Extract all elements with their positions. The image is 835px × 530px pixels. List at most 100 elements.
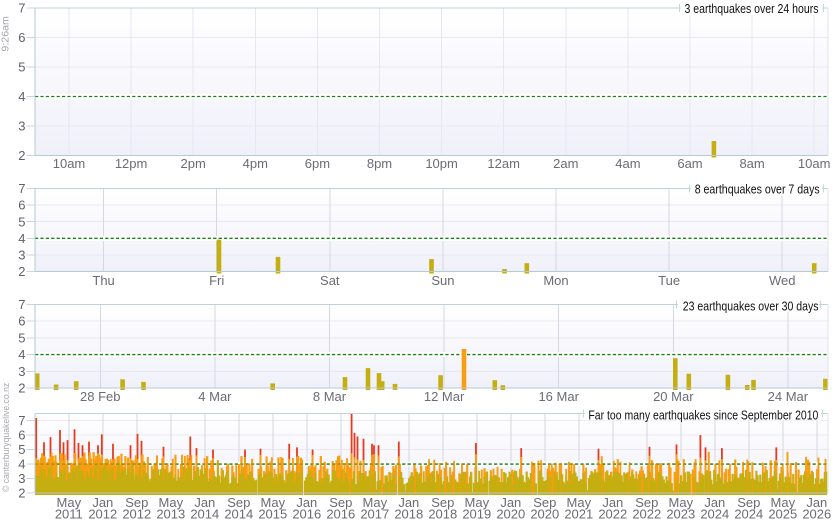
svg-text:8am: 8am xyxy=(739,156,764,171)
svg-text:Sun: Sun xyxy=(431,273,454,288)
svg-text:4pm: 4pm xyxy=(243,156,268,171)
svg-text:2: 2 xyxy=(18,486,25,501)
svg-text:12am: 12am xyxy=(487,156,520,171)
svg-text:Jan: Jan xyxy=(296,495,317,510)
svg-text:Sep: Sep xyxy=(227,495,250,510)
svg-text:Jan: Jan xyxy=(806,495,827,510)
svg-text:12 Mar: 12 Mar xyxy=(424,389,465,404)
svg-text:4: 4 xyxy=(18,89,25,104)
svg-text:4: 4 xyxy=(18,347,25,362)
svg-text:2026: 2026 xyxy=(802,506,831,521)
svg-text:23 earthquakes over 30 days: 23 earthquakes over 30 days xyxy=(683,298,819,313)
svg-text:6: 6 xyxy=(18,314,25,329)
svg-text:2024: 2024 xyxy=(700,506,729,521)
svg-text:Mon: Mon xyxy=(543,273,568,288)
svg-text:8 Mar: 8 Mar xyxy=(313,389,347,404)
svg-text:2016: 2016 xyxy=(292,506,321,521)
svg-text:May: May xyxy=(669,495,694,510)
svg-text:6: 6 xyxy=(18,428,25,443)
svg-text:May: May xyxy=(57,495,82,510)
svg-text:Jan: Jan xyxy=(194,495,215,510)
svg-text:2024: 2024 xyxy=(734,506,763,521)
svg-text:20 Mar: 20 Mar xyxy=(653,389,694,404)
svg-text:Far too many earthquakes since: Far too many earthquakes since September… xyxy=(588,407,818,422)
svg-text:2014: 2014 xyxy=(190,506,219,521)
svg-text:2021: 2021 xyxy=(564,506,593,521)
svg-text:2019: 2019 xyxy=(462,506,491,521)
svg-text:2020: 2020 xyxy=(496,506,525,521)
svg-text:9:26am: 9:26am xyxy=(0,16,11,52)
svg-text:5: 5 xyxy=(18,60,25,75)
svg-text:2018: 2018 xyxy=(394,506,423,521)
svg-text:10am: 10am xyxy=(798,156,831,171)
svg-text:3: 3 xyxy=(18,248,25,263)
svg-text:Sep: Sep xyxy=(533,495,556,510)
svg-text:10am: 10am xyxy=(53,156,86,171)
svg-text:4 Mar: 4 Mar xyxy=(198,389,232,404)
svg-text:Tue: Tue xyxy=(658,273,680,288)
svg-text:5: 5 xyxy=(18,442,25,457)
svg-text:7: 7 xyxy=(18,297,25,312)
svg-text:2015: 2015 xyxy=(258,506,287,521)
svg-text:2022: 2022 xyxy=(632,506,661,521)
svg-text:Wed: Wed xyxy=(769,273,796,288)
svg-text:16 Mar: 16 Mar xyxy=(538,389,579,404)
svg-text:Thu: Thu xyxy=(92,273,114,288)
svg-text:Fri: Fri xyxy=(209,273,224,288)
svg-text:8 earthquakes over 7 days: 8 earthquakes over 7 days xyxy=(695,182,820,197)
svg-text:3: 3 xyxy=(18,364,25,379)
svg-text:4am: 4am xyxy=(615,156,640,171)
svg-text:2pm: 2pm xyxy=(181,156,206,171)
svg-text:2: 2 xyxy=(18,264,25,279)
svg-text:3: 3 xyxy=(18,119,25,134)
svg-text:May: May xyxy=(771,495,796,510)
svg-text:10pm: 10pm xyxy=(425,156,458,171)
svg-text:6: 6 xyxy=(18,198,25,213)
svg-text:2: 2 xyxy=(18,148,25,163)
svg-text:Sep: Sep xyxy=(125,495,148,510)
svg-text:Sep: Sep xyxy=(329,495,352,510)
svg-text:May: May xyxy=(261,495,286,510)
svg-text:May: May xyxy=(159,495,184,510)
svg-text:2am: 2am xyxy=(553,156,578,171)
svg-text:Jan: Jan xyxy=(602,495,623,510)
svg-text:7: 7 xyxy=(18,1,25,16)
svg-text:3 earthquakes over 24 hours: 3 earthquakes over 24 hours xyxy=(685,1,819,16)
svg-text:4: 4 xyxy=(18,457,25,472)
svg-text:24 Mar: 24 Mar xyxy=(768,389,809,404)
svg-text:3: 3 xyxy=(18,471,25,486)
svg-text:2023: 2023 xyxy=(666,506,695,521)
svg-text:2011: 2011 xyxy=(55,506,83,521)
svg-text:2025: 2025 xyxy=(768,506,797,521)
svg-text:7: 7 xyxy=(18,413,25,428)
svg-text:2: 2 xyxy=(18,381,25,396)
svg-text:May: May xyxy=(567,495,592,510)
svg-text:May: May xyxy=(465,495,490,510)
svg-text:8pm: 8pm xyxy=(367,156,392,171)
svg-text:Jan: Jan xyxy=(92,495,113,510)
svg-text:Jan: Jan xyxy=(398,495,419,510)
svg-text:12pm: 12pm xyxy=(115,156,148,171)
svg-text:4: 4 xyxy=(18,231,25,246)
svg-text:2020: 2020 xyxy=(530,506,559,521)
svg-text:7: 7 xyxy=(18,181,25,196)
svg-text:2014: 2014 xyxy=(224,506,253,521)
svg-text:6: 6 xyxy=(18,30,25,45)
svg-text:May: May xyxy=(363,495,388,510)
svg-text:2012: 2012 xyxy=(88,506,117,521)
svg-text:5: 5 xyxy=(18,330,25,345)
svg-text:6am: 6am xyxy=(677,156,702,171)
svg-text:2022: 2022 xyxy=(598,506,627,521)
svg-text:Sat: Sat xyxy=(320,273,340,288)
svg-text:Sep: Sep xyxy=(431,495,454,510)
svg-text:Sep: Sep xyxy=(635,495,658,510)
svg-text:2018: 2018 xyxy=(428,506,457,521)
svg-text:2012: 2012 xyxy=(122,506,151,521)
svg-text:2016: 2016 xyxy=(326,506,355,521)
svg-text:Sep: Sep xyxy=(737,495,760,510)
svg-text:5: 5 xyxy=(18,214,25,229)
svg-text:2017: 2017 xyxy=(360,506,389,521)
svg-text:6pm: 6pm xyxy=(305,156,330,171)
svg-text:2013: 2013 xyxy=(156,506,185,521)
svg-text:Jan: Jan xyxy=(704,495,725,510)
